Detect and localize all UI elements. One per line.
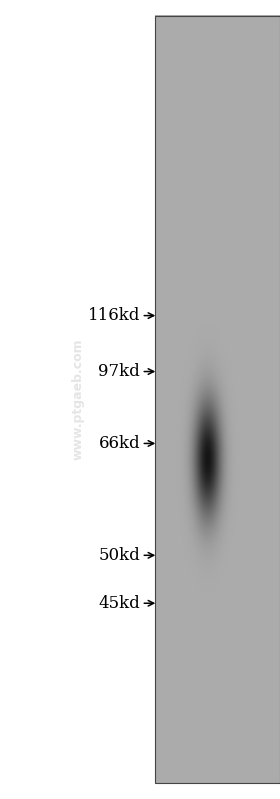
Bar	[155, 16, 280, 783]
Text: 45kd: 45kd	[98, 594, 140, 612]
Text: www.ptgaeb.com: www.ptgaeb.com	[72, 339, 85, 460]
Text: 66kd: 66kd	[98, 435, 140, 452]
Text: 50kd: 50kd	[98, 547, 140, 564]
Text: 97kd: 97kd	[98, 363, 140, 380]
Text: 116kd: 116kd	[88, 307, 140, 324]
